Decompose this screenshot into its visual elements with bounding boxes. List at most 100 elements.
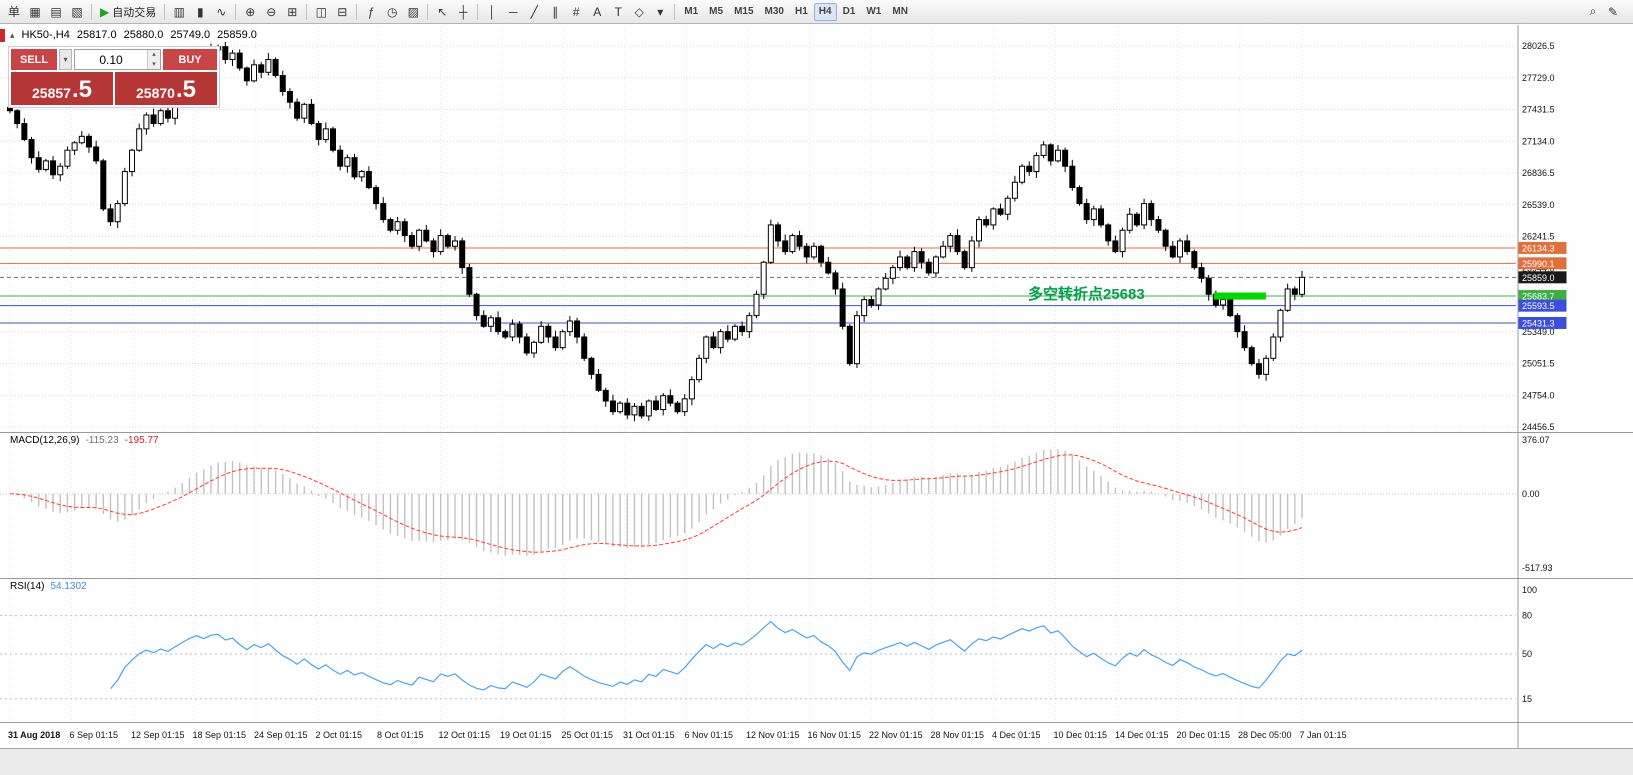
candle-body	[688, 379, 695, 400]
toolbar-separator	[477, 3, 479, 20]
volume-input[interactable]	[75, 50, 147, 69]
macd-signal-line	[9, 454, 1303, 553]
label-button[interactable]: T	[608, 2, 628, 22]
date-label: 14 Dec 01:15	[1115, 730, 1169, 740]
timeframe-m15-button[interactable]: M15	[734, 6, 754, 17]
vertical-line-button[interactable]: │	[482, 2, 502, 22]
indicators-button[interactable]: ƒ	[361, 2, 381, 22]
one-click-toggle-icon[interactable]: ▴	[10, 29, 15, 40]
channel-button[interactable]: ∥	[545, 2, 565, 22]
candle-body	[416, 229, 423, 247]
candle-body	[990, 208, 997, 226]
sell-price-panel[interactable]: 25857 .5	[11, 72, 113, 105]
candle-body	[1263, 357, 1270, 375]
arrange-horizontal-button[interactable]: ◫	[311, 2, 331, 22]
candle-body	[925, 261, 932, 274]
rsi-header: RSI(14) 54.1302	[10, 581, 87, 592]
timeframe-m5-button[interactable]: M5	[709, 6, 724, 17]
pivot-highlight-segment[interactable]	[1214, 292, 1266, 300]
zoom-in-button[interactable]: ⊕	[240, 2, 260, 22]
candle-body	[681, 398, 688, 413]
candle-body	[818, 245, 825, 263]
candle-body	[911, 251, 918, 269]
date-label: 24 Sep 01:15	[254, 730, 308, 740]
bar-chart-button[interactable]: ▥	[169, 2, 189, 22]
buy-price-panel[interactable]: 25870 .5	[115, 72, 217, 105]
candlestick-button[interactable]: ▮	[190, 2, 210, 22]
zoom-out-button[interactable]: ⊖	[261, 2, 281, 22]
text-button[interactable]: A	[587, 2, 607, 22]
auto-trading-button[interactable]: ▶ 自动交易	[96, 2, 160, 22]
search-button[interactable]: ⌕	[1583, 2, 1603, 22]
candle-body	[638, 405, 645, 417]
order-type-dropdown[interactable]: ▾	[59, 49, 72, 70]
fibonacci-button[interactable]: #	[566, 2, 586, 22]
timeframe-h4-button[interactable]: H4	[813, 2, 837, 21]
candle-body	[839, 288, 846, 327]
buy-button[interactable]: BUY	[163, 49, 217, 70]
new-order-button[interactable]: 单	[4, 2, 24, 22]
price-axis-label: 26836.5	[1522, 168, 1555, 178]
candle-body	[538, 325, 545, 343]
candle-body	[229, 52, 236, 61]
rsi-value: 54.1302	[50, 581, 87, 592]
toolbar: 单 ▦ ▤ ▧ ▶ 自动交易 ▥ ▮ ∿ ⊕ ⊖ ⊞ ◫ ⊟ ƒ ◷ ▨ ↖ ┼ │ ─ ╱ ∥ # A T ◇ ▾ M1 M5 M15 M3…	[0, 0, 1633, 24]
one-click-trading-panel: SELL ▾ ▴ ▾ BUY 25857 .5 25870 .5	[8, 46, 220, 108]
tile-windows-button[interactable]: ⊞	[282, 2, 302, 22]
timeframe-mn-button[interactable]: MN	[892, 6, 908, 17]
charts-button[interactable]: ▦	[25, 2, 45, 22]
candle-body	[236, 52, 243, 69]
candle-body	[444, 235, 451, 247]
candle-body	[35, 157, 42, 170]
symbol-period-label: HK50-,H4	[21, 29, 70, 41]
pivot-annotation-text[interactable]: 多空转折点25683	[1028, 286, 1145, 303]
price-axis-label: 27431.5	[1522, 105, 1555, 115]
candle-body	[1112, 240, 1119, 253]
macd-signal-value: -195.77	[124, 435, 159, 446]
candle-body	[157, 110, 164, 125]
candle-body	[932, 256, 939, 274]
templates-button[interactable]: ▨	[403, 2, 423, 22]
candle-body	[961, 251, 968, 269]
arrows-dropdown-button[interactable]: ▾	[650, 2, 670, 22]
line-chart-button[interactable]: ∿	[211, 2, 231, 22]
candle-body	[100, 160, 107, 210]
label-icon: T	[614, 4, 622, 19]
shapes-button[interactable]: ◇	[629, 2, 649, 22]
chart-ohlc-info: ▴ HK50-,H4 25817.0 25880.0 25749.0 25859…	[10, 29, 257, 41]
cursor-button[interactable]: ↖	[432, 2, 452, 22]
timeframe-m30-button[interactable]: M30	[764, 6, 784, 17]
horizontal-line-button[interactable]: ─	[503, 2, 523, 22]
timeframe-h1-button[interactable]: H1	[794, 6, 808, 17]
navigator-button[interactable]: ▧	[67, 2, 87, 22]
macd-header: MACD(12,26,9) -115.23 -195.77	[10, 435, 159, 446]
candle-body	[365, 171, 372, 189]
arrange-vertical-button[interactable]: ⊟	[332, 2, 352, 22]
periods-button[interactable]: ◷	[382, 2, 402, 22]
market-watch-button[interactable]: ▤	[46, 2, 66, 22]
candle-body	[810, 245, 817, 258]
timeframe-d1-button[interactable]: D1	[842, 6, 856, 17]
date-label: 4 Dec 01:15	[992, 730, 1041, 740]
candle-body	[1205, 277, 1212, 295]
candle-body	[645, 400, 652, 417]
candle-body	[251, 64, 258, 82]
edit-button[interactable]: ✎	[1603, 2, 1623, 22]
candle-body	[918, 251, 925, 263]
candle-body	[1054, 149, 1061, 162]
crosshair-button[interactable]: ┼	[453, 2, 473, 22]
candle-body	[631, 405, 638, 416]
volume-down-button[interactable]: ▾	[148, 59, 160, 69]
timeframe-w1-button[interactable]: W1	[866, 6, 882, 17]
volume-up-button[interactable]: ▴	[148, 50, 160, 60]
candle-body	[222, 46, 229, 61]
candle-body	[1284, 288, 1291, 311]
candle-body	[983, 219, 990, 226]
date-label: 7 Jan 01:15	[1300, 730, 1347, 740]
shapes-icon: ◇	[634, 4, 644, 19]
one-click-tab[interactable]	[0, 29, 5, 42]
timeframe-m1-button[interactable]: M1	[684, 6, 699, 17]
trendline-button[interactable]: ╱	[524, 2, 544, 22]
sell-button[interactable]: SELL	[11, 49, 57, 70]
